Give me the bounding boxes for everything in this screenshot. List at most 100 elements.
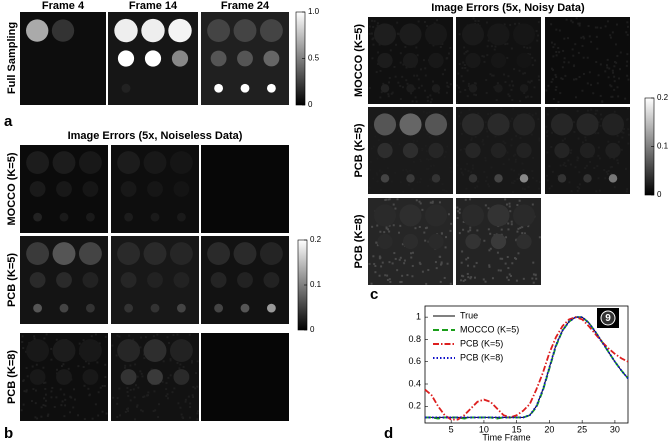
image-feature bbox=[240, 83, 250, 93]
image-noise bbox=[529, 46, 532, 49]
image-noise bbox=[596, 165, 599, 168]
annotation: 9 bbox=[605, 313, 611, 324]
image-noise bbox=[594, 132, 597, 135]
image-noise bbox=[386, 278, 389, 281]
image-feature bbox=[59, 212, 69, 222]
image-noise bbox=[176, 361, 179, 364]
image-noise bbox=[622, 131, 625, 134]
image-feature bbox=[494, 84, 503, 93]
image-noise bbox=[370, 32, 373, 35]
image-feature bbox=[56, 369, 72, 385]
image-noise bbox=[515, 134, 518, 137]
image-noise bbox=[506, 255, 509, 258]
image-noise bbox=[116, 397, 119, 400]
image-noise bbox=[508, 202, 511, 205]
image-noise bbox=[405, 79, 408, 82]
image-noise bbox=[419, 263, 422, 266]
image-noise bbox=[519, 226, 522, 229]
image-feature bbox=[487, 204, 510, 227]
image-feature bbox=[82, 369, 99, 385]
image-noise bbox=[372, 177, 375, 180]
image-feature bbox=[78, 151, 102, 175]
image-noise bbox=[523, 72, 526, 75]
image-noise bbox=[521, 226, 524, 229]
image-noise bbox=[470, 171, 473, 174]
image-noise bbox=[513, 169, 516, 172]
image-noise bbox=[616, 134, 619, 137]
image-noise bbox=[459, 90, 462, 93]
image-noise bbox=[619, 51, 622, 54]
image-feature bbox=[605, 142, 621, 159]
image-noise bbox=[136, 404, 139, 407]
image-noise bbox=[430, 179, 433, 182]
image-noise bbox=[474, 19, 477, 22]
image-feature bbox=[240, 303, 250, 313]
image-noise bbox=[531, 170, 534, 173]
image-noise bbox=[431, 201, 434, 204]
image-noise bbox=[141, 410, 144, 413]
image-noise bbox=[445, 236, 448, 239]
image-noise bbox=[386, 167, 389, 170]
colorbar-tick-label: 0 bbox=[308, 100, 313, 109]
image-feature bbox=[468, 174, 478, 183]
image-noise bbox=[419, 177, 422, 180]
image-noise bbox=[567, 37, 570, 40]
image-noise bbox=[42, 366, 45, 369]
image-noise bbox=[401, 107, 404, 110]
image-noise bbox=[617, 162, 620, 165]
image-feature bbox=[516, 233, 532, 250]
image-noise bbox=[423, 231, 426, 234]
image-noise bbox=[558, 29, 561, 32]
image-feature bbox=[377, 52, 393, 69]
image-noise bbox=[623, 127, 626, 130]
image-noise bbox=[595, 61, 598, 64]
image-feature bbox=[399, 23, 422, 46]
image-noise bbox=[124, 364, 127, 367]
row-label: MOCCO (K=5) bbox=[353, 24, 365, 97]
image-noise bbox=[377, 139, 380, 142]
image-noise bbox=[462, 279, 465, 282]
image-noise bbox=[190, 361, 193, 364]
image-noise bbox=[619, 68, 622, 71]
image-noise bbox=[443, 189, 446, 192]
image-noise bbox=[521, 187, 524, 190]
image-noise bbox=[171, 391, 174, 394]
image-feature bbox=[406, 174, 415, 183]
image-feature bbox=[207, 242, 231, 266]
image-noise bbox=[140, 336, 143, 339]
image-noise bbox=[196, 385, 199, 388]
image-noise bbox=[555, 76, 558, 79]
image-noise bbox=[587, 25, 590, 28]
image-noise bbox=[462, 220, 465, 223]
image-noise bbox=[129, 364, 132, 367]
image-noise bbox=[532, 281, 535, 284]
image-noise bbox=[472, 17, 475, 20]
image-noise bbox=[147, 391, 150, 394]
image-noise bbox=[418, 261, 421, 264]
image-noise bbox=[373, 20, 376, 23]
image-noise bbox=[477, 180, 480, 183]
image-noise bbox=[407, 183, 410, 186]
image-noise bbox=[502, 163, 505, 166]
image-noise bbox=[581, 89, 584, 92]
image-noise bbox=[60, 365, 63, 368]
image-noise bbox=[115, 354, 118, 357]
image-noise bbox=[467, 169, 470, 172]
image-noise bbox=[497, 269, 500, 272]
image-feature bbox=[144, 50, 162, 67]
image-noise bbox=[531, 277, 534, 280]
image-noise bbox=[196, 412, 199, 415]
image-noise bbox=[456, 101, 459, 104]
image-noise bbox=[104, 335, 107, 338]
image-noise bbox=[382, 82, 385, 85]
image-noise bbox=[555, 28, 558, 31]
image-noise bbox=[179, 363, 182, 366]
image-feature bbox=[487, 23, 510, 46]
image-noise bbox=[521, 232, 524, 235]
image-noise bbox=[440, 232, 443, 235]
image-noise bbox=[460, 279, 463, 282]
image-noise bbox=[527, 80, 530, 83]
image-noise bbox=[73, 388, 76, 391]
image-noise bbox=[182, 417, 185, 420]
image-noise bbox=[534, 112, 537, 115]
